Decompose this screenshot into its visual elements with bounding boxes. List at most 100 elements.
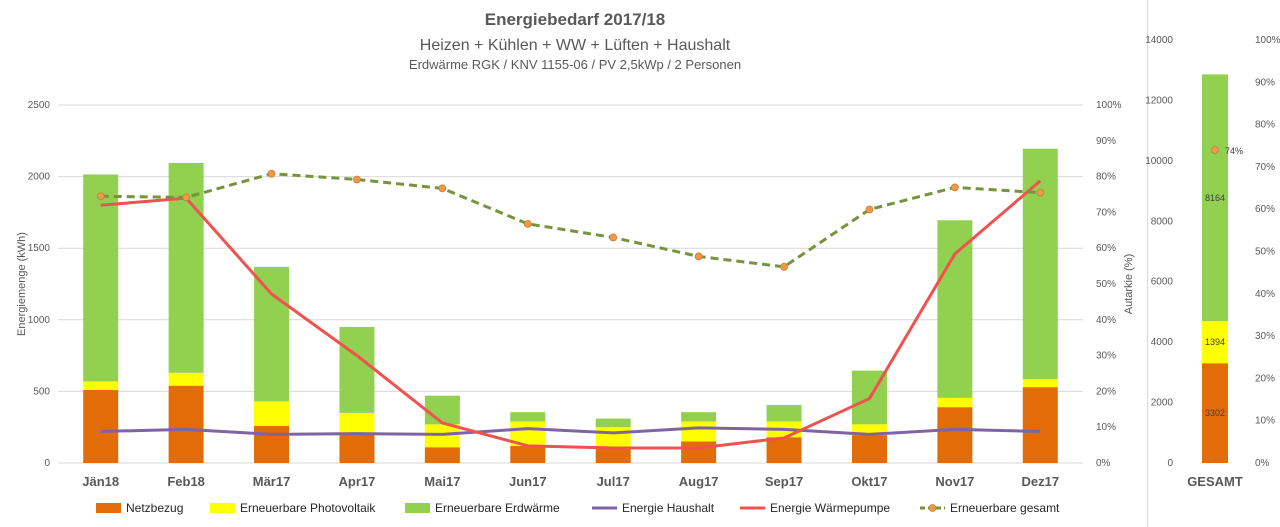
side-y-tick-label: 12000: [1145, 95, 1173, 106]
chart-subtitle: Heizen + Kühlen + WW + Lüften + Haushalt: [420, 37, 731, 54]
bar-2: [254, 266, 290, 402]
legend-label: Energie Haushalt: [622, 501, 715, 515]
bar-2: [1022, 148, 1058, 380]
bar-1: [595, 427, 631, 448]
x-tick-label: Feb18: [167, 474, 205, 489]
y-axis-label: Energiemenge (kWh): [16, 232, 28, 336]
side-y2-tick-label: 30%: [1255, 331, 1275, 342]
bar-0: [168, 385, 204, 463]
y2-tick-label: 0%: [1096, 458, 1111, 469]
legend-swatch: [405, 503, 430, 513]
x-tick-label: Jul17: [597, 474, 630, 489]
side-y2-tick-label: 10%: [1255, 416, 1275, 427]
side-point: [1211, 146, 1219, 154]
legend-label: Erneuerbare Erdwärme: [435, 501, 560, 515]
y2-tick-label: 40%: [1096, 315, 1116, 326]
chart-subtitle-2: Erdwärme RGK / KNV 1155-06 / PV 2,5kWp /…: [409, 57, 741, 72]
bar-0: [1022, 387, 1058, 463]
series-point: [865, 205, 874, 214]
side-y2-tick-label: 80%: [1255, 120, 1275, 131]
chart-title: Energiebedarf 2017/18: [485, 10, 665, 29]
side-y2-tick-label: 90%: [1255, 77, 1275, 88]
side-y2-tick-label: 60%: [1255, 204, 1275, 215]
side-y-tick-label: 14000: [1145, 35, 1173, 46]
bar-0: [851, 435, 887, 463]
y2-tick-label: 70%: [1096, 207, 1116, 218]
bar-2: [595, 418, 631, 428]
side-y2-tick-label: 50%: [1255, 247, 1275, 258]
y-tick-label: 0: [44, 458, 50, 469]
side-bar-2: [1202, 74, 1228, 322]
y2-tick-label: 80%: [1096, 172, 1116, 183]
series-point: [780, 262, 788, 271]
legend-swatch: [210, 503, 235, 513]
series-line-0: [100, 426, 1041, 436]
x-tick-label: Nov17: [935, 474, 974, 489]
y2-tick-label: 60%: [1096, 243, 1116, 254]
bar-0: [339, 434, 375, 463]
series-point: [353, 175, 361, 184]
series-point: [523, 219, 532, 228]
bar-1: [339, 412, 375, 435]
series-point: [609, 233, 618, 242]
y2-tick-label: 10%: [1096, 422, 1116, 433]
bar-0: [424, 447, 460, 463]
bar-2: [937, 220, 973, 398]
side-y-tick-label: 6000: [1151, 277, 1174, 288]
x-tick-label: Mär17: [253, 474, 291, 489]
legend-label: Netzbezug: [126, 501, 183, 515]
bar-2: [766, 405, 802, 422]
side-y2-tick-label: 0%: [1255, 458, 1270, 469]
legend-label: Erneuerbare Photovoltaik: [240, 501, 376, 515]
bar-0: [83, 389, 119, 463]
y-tick-label: 1500: [28, 243, 51, 254]
side-bar-label: 3302: [1205, 408, 1225, 418]
series-line-2: [100, 172, 1041, 269]
x-tick-label: Dez17: [1022, 474, 1060, 489]
legend-marker: [928, 504, 937, 512]
side-bar-1: [1202, 321, 1228, 364]
bar-0: [766, 437, 802, 463]
side-y-tick-label: 8000: [1151, 216, 1174, 227]
y2-tick-label: 100%: [1096, 100, 1122, 111]
bar-2: [339, 326, 375, 413]
y2-tick-label: 90%: [1096, 136, 1116, 147]
x-tick-label: Okt17: [851, 474, 887, 489]
bar-1: [168, 372, 204, 386]
series-line-1: [100, 179, 1042, 450]
bar-2: [424, 395, 460, 425]
y-tick-label: 2500: [28, 100, 51, 111]
y-tick-label: 2000: [28, 172, 51, 183]
x-tick-label: Jun17: [509, 474, 547, 489]
side-bar-label: 8164: [1205, 193, 1225, 203]
series-point: [438, 184, 447, 193]
series-point: [950, 183, 959, 192]
y2-tick-label: 50%: [1096, 279, 1116, 290]
side-point-label: 74%: [1225, 146, 1243, 156]
x-tick-label: Jän18: [82, 474, 119, 489]
bar-1: [851, 424, 887, 436]
bar-1: [937, 397, 973, 408]
x-tick-label: Sep17: [765, 474, 803, 489]
bar-1: [681, 421, 717, 442]
series-point: [96, 192, 105, 201]
y2-tick-label: 30%: [1096, 351, 1116, 362]
bar-0: [681, 441, 717, 463]
bar-0: [254, 425, 290, 463]
side-y-tick-label: 0: [1167, 458, 1173, 469]
x-tick-label: Mai17: [424, 474, 460, 489]
side-y2-tick-label: 70%: [1255, 162, 1275, 173]
series-point: [1036, 188, 1045, 197]
y2-axis-label: Autarkie (%): [1123, 254, 1135, 315]
series-point: [267, 169, 276, 178]
side-y2-tick-label: 100%: [1255, 35, 1280, 46]
side-y2-tick-label: 20%: [1255, 373, 1275, 384]
side-y2-tick-label: 40%: [1255, 289, 1275, 300]
x-tick-label: Aug17: [679, 474, 719, 489]
bar-1: [254, 401, 290, 426]
bar-2: [681, 412, 717, 422]
bar-1: [83, 381, 119, 390]
legend-label: Energie Wärmepumpe: [770, 501, 890, 515]
